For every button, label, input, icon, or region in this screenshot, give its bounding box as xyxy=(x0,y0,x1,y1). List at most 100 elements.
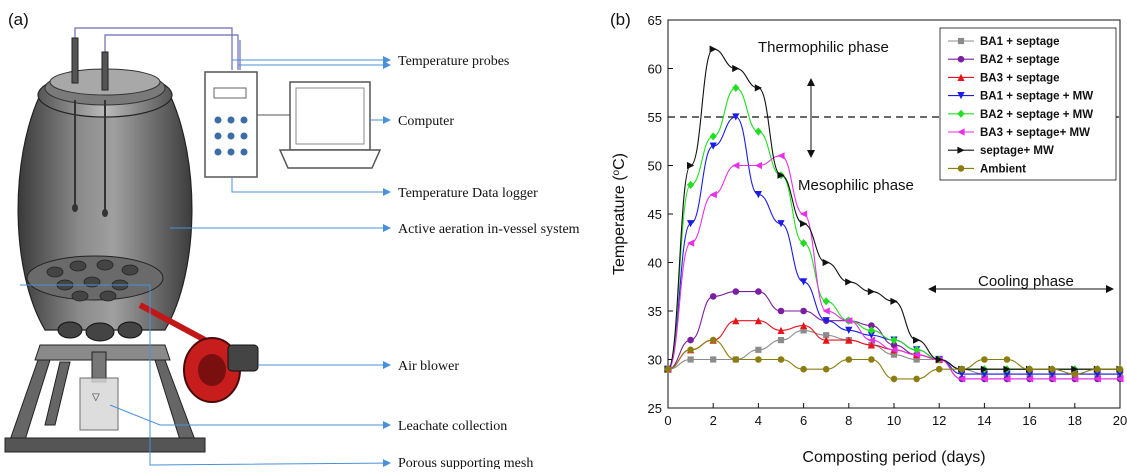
data-point xyxy=(687,336,694,344)
data-point xyxy=(980,375,988,383)
legend-item: BA1 + septage + MW xyxy=(948,91,1093,103)
x-tick-label: 0 xyxy=(664,413,671,428)
chart-annotations: Thermophilic phase Mesophilic phase Cool… xyxy=(758,39,1114,293)
data-point xyxy=(890,341,898,349)
legend-label: septage+ MW xyxy=(980,145,1054,157)
panel-a-label: (a) xyxy=(8,10,29,29)
data-point xyxy=(800,321,808,330)
legend-marker xyxy=(957,165,965,172)
y-tick-label: 25 xyxy=(648,401,662,416)
data-point xyxy=(732,356,740,363)
series-7 xyxy=(664,336,1124,383)
legend-label: BA2 + septage + MW xyxy=(980,109,1093,121)
data-point xyxy=(800,327,807,334)
data-point xyxy=(732,317,740,325)
data-point xyxy=(777,307,785,315)
legend-marker xyxy=(957,109,965,118)
data-point xyxy=(868,322,875,329)
air-blower xyxy=(138,302,259,403)
data-point xyxy=(1116,365,1124,373)
chart-legend: BA1 + septage BA2 + septage BA3 + septage B… xyxy=(939,27,1117,181)
data-point xyxy=(1003,375,1011,383)
legend-item: BA3 + septage xyxy=(948,72,1060,84)
data-point xyxy=(710,356,717,363)
legend-item: Ambient xyxy=(948,163,1026,175)
data-point xyxy=(777,171,785,179)
arrowhead-down xyxy=(807,150,815,158)
data-point xyxy=(777,337,785,344)
data-point xyxy=(823,332,830,339)
x-tick-label: 10 xyxy=(887,413,901,428)
data-point xyxy=(958,370,966,378)
data-point xyxy=(755,356,762,363)
arrowhead-left xyxy=(928,285,936,293)
data-point xyxy=(890,297,898,305)
arrowhead-up xyxy=(807,78,815,86)
data-point xyxy=(958,365,966,373)
legend-label: BA1 + septage + MW xyxy=(980,91,1093,103)
data-point xyxy=(1026,365,1033,373)
callout-lines xyxy=(20,56,391,468)
x-tick-label: 18 xyxy=(1068,413,1082,428)
y-tick-label: 50 xyxy=(648,159,662,174)
apparatus-diagram-panel: (a) xyxy=(4,10,580,471)
data-point xyxy=(687,346,694,354)
data-point xyxy=(1026,370,1034,378)
temperature-chart: 0 2 4 6 8 10 12 14 16 18 20 25 30 35 40 45 50 55 60 65 Comp… xyxy=(611,13,1127,466)
chart-axes: 0 2 4 6 8 10 12 14 16 18 20 25 30 35 40 45 50 55 60 65 xyxy=(648,13,1127,428)
legend-marker xyxy=(957,128,965,136)
data-point xyxy=(868,356,875,363)
x-tick-label: 16 xyxy=(1022,413,1036,428)
label-temperature-probes: Temperature probes xyxy=(398,54,509,69)
annotation-mesophilic: Mesophilic phase xyxy=(798,177,914,194)
x-tick-label: 12 xyxy=(932,413,946,428)
data-point xyxy=(754,191,762,199)
data-point xyxy=(755,288,762,295)
leachate-container: ▽ xyxy=(79,351,119,431)
data-point xyxy=(800,210,808,218)
label-vessel: Active aeration in-vessel system xyxy=(398,222,580,237)
x-tick-label: 4 xyxy=(755,413,762,428)
data-point xyxy=(1071,370,1079,378)
label-computer: Computer xyxy=(398,114,454,129)
data-point xyxy=(980,370,988,378)
data-point xyxy=(709,293,717,300)
data-point xyxy=(913,356,920,363)
data-point xyxy=(913,345,921,354)
panel-b-label: (b) xyxy=(610,10,631,29)
y-tick-label: 65 xyxy=(648,13,662,28)
data-point xyxy=(867,331,875,339)
chart-marks xyxy=(664,45,1124,383)
x-tick-label: 20 xyxy=(1113,413,1127,428)
data-point xyxy=(754,84,762,92)
data-point xyxy=(709,132,717,141)
y-tick-label: 55 xyxy=(648,110,662,125)
legend-marker xyxy=(957,146,965,154)
legend-item: BA1 + septage xyxy=(948,36,1060,48)
data-point xyxy=(687,239,695,247)
probe-wires xyxy=(74,27,241,70)
temperature-data-logger xyxy=(204,71,258,178)
data-point xyxy=(913,351,921,359)
y-axis-label: Temperature (oC) xyxy=(611,153,629,275)
data-point xyxy=(1071,375,1079,383)
data-point xyxy=(755,346,762,353)
data-point xyxy=(687,220,695,228)
legend-label: Ambient xyxy=(980,163,1026,175)
data-point xyxy=(935,365,943,373)
data-point xyxy=(800,239,808,248)
legend-item: BA2 + septage + MW xyxy=(948,109,1093,121)
data-point xyxy=(732,64,740,73)
x-tick-label: 6 xyxy=(800,413,807,428)
data-point xyxy=(1093,370,1101,378)
legend-marker xyxy=(957,92,965,100)
data-point xyxy=(754,161,762,170)
data-point xyxy=(800,365,807,373)
label-mesh: Porous supporting mesh xyxy=(398,456,533,469)
annotation-cooling: Cooling phase xyxy=(978,273,1074,290)
data-point xyxy=(822,307,830,315)
legend-marker xyxy=(957,73,965,81)
label-data-logger: Temperature Data logger xyxy=(398,186,538,201)
data-point xyxy=(777,220,785,228)
data-point xyxy=(890,375,898,383)
